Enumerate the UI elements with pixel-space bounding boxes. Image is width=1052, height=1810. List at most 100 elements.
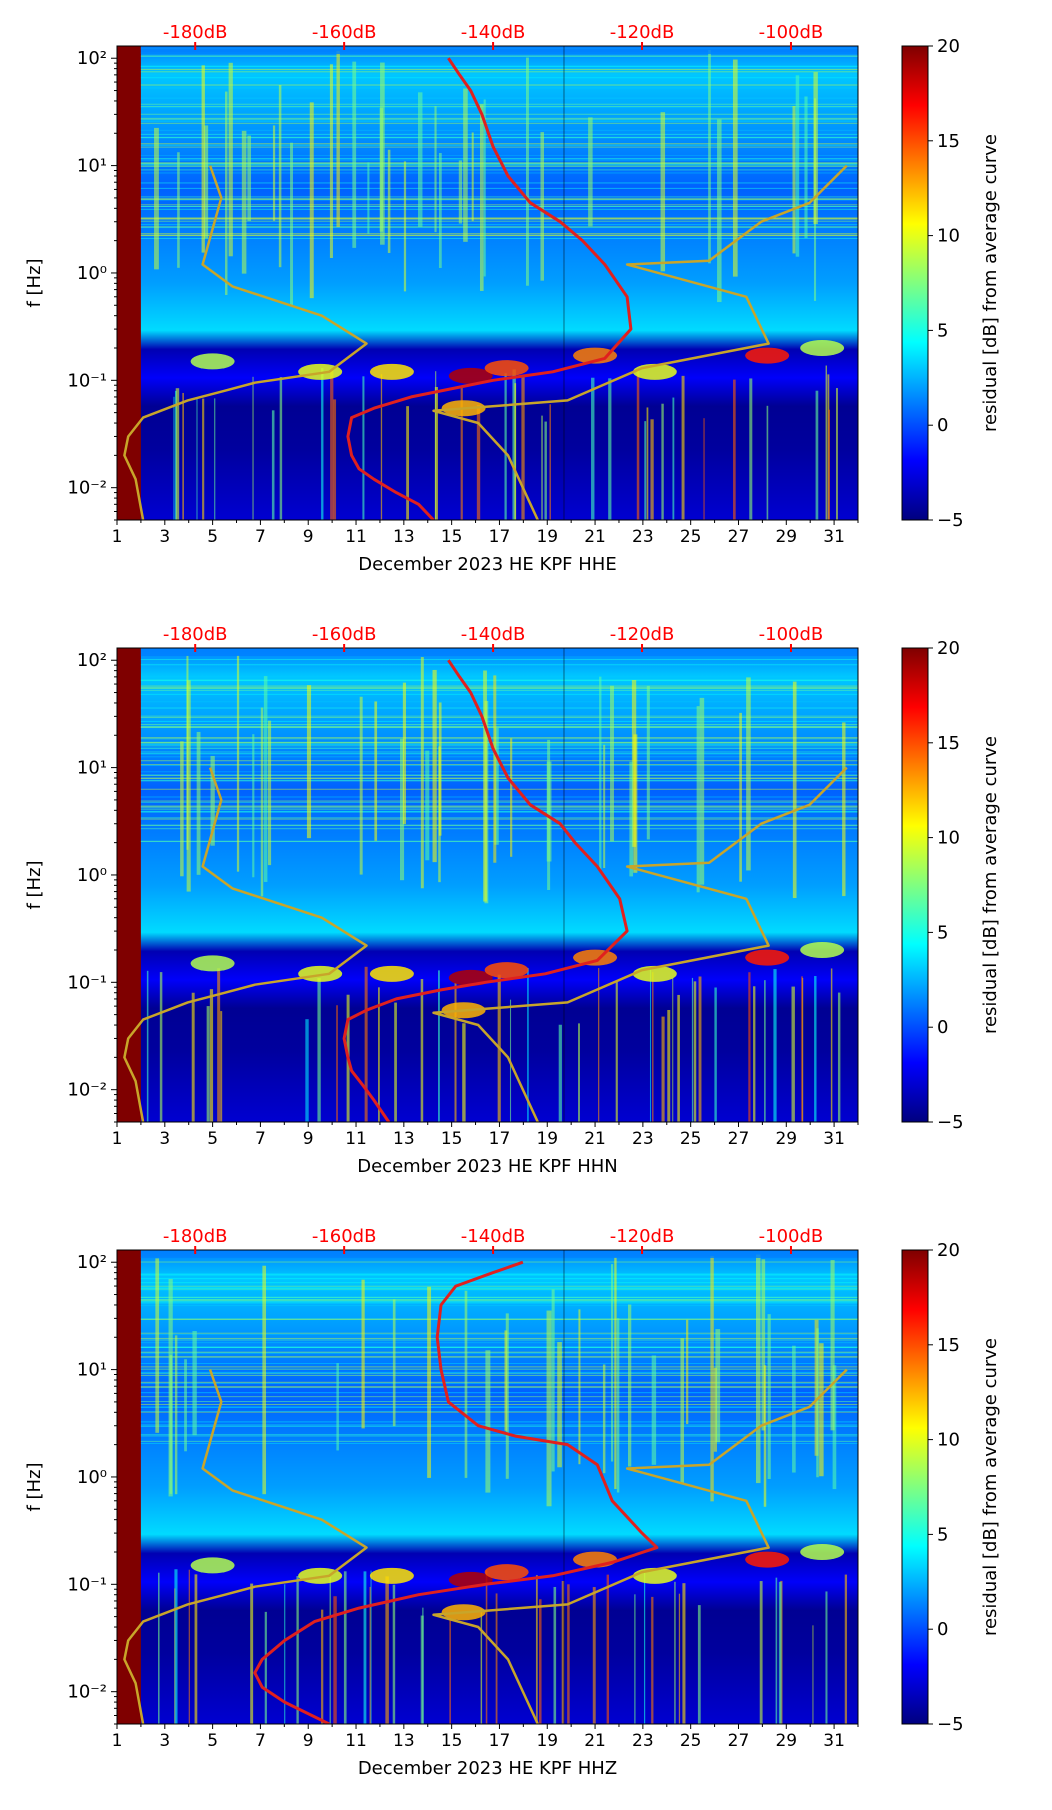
x-tick-label: 25 [680,1731,702,1751]
colorbar-tick-label: 5 [937,320,948,341]
psd-curve [342,659,629,1122]
colorbar-tick-label: 15 [937,1335,960,1356]
x-tick-label: 15 [441,1731,463,1751]
x-tick-label: 9 [303,1731,314,1751]
x-tick-label: 17 [489,1129,511,1149]
db-tick-label: -180dB [163,22,228,43]
x-tick-label: 27 [728,1129,750,1149]
x-tick-label: 21 [584,527,606,547]
colorbar-tick-label: −5 [937,1714,964,1735]
y-tick-label: 10⁻¹ [67,370,107,391]
colorbar-tick-label: −5 [937,510,964,531]
colorbar-tick-label: 10 [937,1430,960,1451]
x-tick-label: 1 [112,1731,123,1751]
x-tick-label: 21 [584,1129,606,1149]
x-tick-label: 11 [345,1129,367,1149]
x-tick-label: 21 [584,1731,606,1751]
colorbar-tick-label: 15 [937,733,960,754]
colorbar-tick-label: 10 [937,226,960,247]
colorbar-tick-label: 0 [937,1619,948,1640]
colorbar-tick-label: 10 [937,828,960,849]
spectrogram-panel-hhn: 1 3 5 7 9 11 13 15 17 19 21 23 25 27 29 31 December 2023… [0,602,1052,1204]
y-tick-label: 10² [77,48,107,69]
db-tick-label: -180dB [163,624,228,645]
db-tick-label: -100dB [759,624,824,645]
x-tick-label: 27 [728,1731,750,1751]
x-tick-label: 9 [303,527,314,547]
db-tick-label: -120dB [610,624,675,645]
noise-model-high [432,164,848,520]
x-tick-label: 19 [536,1731,558,1751]
x-tick-label: 23 [632,1731,654,1751]
y-tick-label: 10⁻¹ [67,1574,107,1595]
noise-model-high [432,1368,848,1724]
psd-curve [253,1260,659,1724]
y-tick-label: 10¹ [77,156,107,177]
x-tick-label: 17 [489,1731,511,1751]
x-tick-label: 27 [728,527,750,547]
db-tick-label: -160dB [312,624,377,645]
x-tick-label: 23 [632,1129,654,1149]
x-tick-label: 11 [345,527,367,547]
db-tick-label: -120dB [610,1226,675,1247]
x-tick-label: 13 [393,1129,415,1149]
x-axis-label: December 2023 HE KPF HHE [358,554,616,575]
db-tick-label: -160dB [312,1226,377,1247]
colorbar-tick-label: 5 [937,922,948,943]
db-tick-label: -140dB [461,22,526,43]
db-tick-label: -180dB [163,1226,228,1247]
y-axis-label: f [Hz] [24,258,45,307]
noise-model-low [123,165,368,520]
colorbar [901,647,929,1123]
colorbar-tick-label: 20 [937,638,960,659]
db-tick-label: -100dB [759,22,824,43]
db-tick-label: -140dB [461,624,526,645]
y-tick-label: 10² [77,650,107,671]
y-tick-label: 10⁰ [77,1467,107,1488]
x-tick-label: 9 [303,1129,314,1149]
colorbar [901,45,929,521]
x-tick-label: 25 [680,527,702,547]
x-tick-label: 29 [775,527,797,547]
x-tick-label: 13 [393,1731,415,1751]
colorbar-tick-label: 20 [937,1240,960,1261]
noise-model-high [432,766,848,1122]
x-tick-label: 17 [489,527,511,547]
colorbar-label: residual [dB] from average curve [980,736,1001,1034]
colorbar-tick-label: 20 [937,36,960,57]
x-tick-label: 3 [159,527,170,547]
x-tick-label: 31 [823,1731,845,1751]
colorbar-tick-label: −5 [937,1112,964,1133]
y-tick-label: 10⁰ [77,865,107,886]
noise-model-low [123,767,368,1122]
x-tick-label: 5 [207,1731,218,1751]
y-axis-label: f [Hz] [24,1462,45,1511]
y-tick-label: 10⁻² [67,1682,107,1703]
spectrogram-panel-hhe: 1 3 5 7 9 11 13 15 17 19 21 23 25 27 29 31 December 2023… [0,0,1052,602]
y-tick-label: 10⁻¹ [67,972,107,993]
x-tick-label: 5 [207,527,218,547]
x-tick-label: 29 [775,1129,797,1149]
x-tick-label: 3 [159,1129,170,1149]
y-tick-label: 10⁰ [77,263,107,284]
colorbar-tick-label: 15 [937,131,960,152]
x-tick-label: 1 [112,527,123,547]
y-tick-label: 10⁻² [67,478,107,499]
x-tick-label: 25 [680,1129,702,1149]
x-tick-label: 15 [441,527,463,547]
x-tick-label: 13 [393,527,415,547]
heatmap-image [117,648,858,1122]
x-tick-label: 7 [255,1129,266,1149]
colorbar-label: residual [dB] from average curve [980,1338,1001,1636]
y-tick-label: 10⁻² [67,1080,107,1101]
x-tick-label: 7 [255,527,266,547]
x-axis-label: December 2023 HE KPF HHN [357,1156,618,1177]
y-tick-label: 10² [77,1252,107,1273]
colorbar [901,1249,929,1725]
heatmap-image [117,1250,858,1724]
y-tick-label: 10¹ [77,758,107,779]
x-tick-label: 5 [207,1129,218,1149]
db-tick-label: -160dB [312,22,377,43]
